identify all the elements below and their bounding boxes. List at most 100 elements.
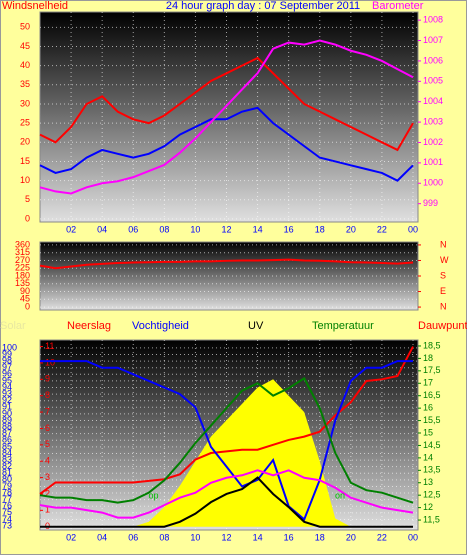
y3-tick-label: 5 xyxy=(45,439,50,449)
y2-tick-label: 1005 xyxy=(423,76,443,86)
y3-tick-label: 10 xyxy=(45,357,55,367)
x-tick-label: 12 xyxy=(221,224,231,234)
annotation: op xyxy=(148,490,158,500)
legend-entry: UV xyxy=(248,320,264,332)
y-tick-label: 76 xyxy=(2,501,12,511)
x-tick-label: 08 xyxy=(159,224,169,234)
x-tick-label: 06 xyxy=(128,532,138,542)
y2-tick-label: 1000 xyxy=(423,178,443,188)
series-line xyxy=(39,106,414,182)
y-tick-label: 98 xyxy=(2,355,12,365)
y2-tick-label: 16 xyxy=(423,403,433,413)
y-tick-label: 94 xyxy=(2,382,12,392)
x-tick-label: 20 xyxy=(346,224,356,234)
y2-tick-label: 14 xyxy=(423,452,433,462)
y-tick-label: 20 xyxy=(20,137,30,147)
y-tick-label: 315 xyxy=(15,247,30,257)
y2-tick-label: 12,5 xyxy=(423,490,441,500)
x-tick-label: 16 xyxy=(284,224,294,234)
y-tick-label: 40 xyxy=(20,60,30,70)
y-tick-label: 88 xyxy=(2,421,12,431)
y2-tick-label: 12 xyxy=(423,502,433,512)
y2-tick-label: 1007 xyxy=(423,35,443,45)
y-tick-label: 0 xyxy=(25,213,30,223)
y3-tick-label: 7 xyxy=(45,406,50,416)
y-tick-label: 100 xyxy=(2,342,17,352)
y-tick-label: 5 xyxy=(25,194,30,204)
y2-tick-label: N xyxy=(440,239,447,249)
y-tick-label: 90 xyxy=(20,286,30,296)
y-tick-label: 85 xyxy=(2,441,12,451)
y-tick-label: 93 xyxy=(2,388,12,398)
y2-tick-label: E xyxy=(440,286,446,296)
series-line xyxy=(40,360,413,522)
y-tick-label: 87 xyxy=(2,428,12,438)
y2-tick-label: 11,5 xyxy=(423,514,440,524)
plot-area xyxy=(39,241,419,311)
series-area xyxy=(40,379,413,527)
y-tick-label: 0 xyxy=(25,301,30,311)
y2-tick-label: 17,5 xyxy=(423,365,441,375)
y2-tick-label: 999 xyxy=(423,198,438,208)
y-tick-label: 99 xyxy=(2,349,12,359)
y3-tick-label: 1 xyxy=(45,505,50,515)
y-axis-label: Windsnelheid xyxy=(2,0,68,12)
x-tick-label: 00 xyxy=(408,532,418,542)
y-tick-label: 78 xyxy=(2,487,12,497)
y-tick-label: 25 xyxy=(20,118,30,128)
x-tick-label: 10 xyxy=(190,224,200,234)
y-tick-label: 89 xyxy=(2,415,12,425)
y2-tick-label: S xyxy=(440,270,446,280)
annotation: on xyxy=(335,490,345,500)
x-tick-label: 02 xyxy=(66,224,76,234)
y2-tick-label: 13 xyxy=(423,477,433,487)
y-tick-label: 82 xyxy=(2,461,12,471)
y-tick-label: 75 xyxy=(2,507,12,517)
x-tick-label: 06 xyxy=(128,224,138,234)
x-tick-label: 14 xyxy=(253,532,263,542)
y2-tick-label: 1006 xyxy=(423,55,443,65)
y2-axis-label: Barometer xyxy=(372,0,424,12)
y-tick-label: 270 xyxy=(15,255,30,265)
x-tick-label: 02 xyxy=(66,532,76,542)
x-tick-label: 18 xyxy=(315,224,325,234)
legend-entry: Neerslag xyxy=(67,320,111,332)
series-line xyxy=(39,258,414,270)
chart-title: 24 hour graph day : 07 September 2011 xyxy=(166,0,360,12)
y2-tick-label: 15 xyxy=(423,427,433,437)
x-tick-label: 22 xyxy=(377,532,387,542)
y3-tick-label: 3 xyxy=(45,472,50,482)
y3-tick-label: 2 xyxy=(45,488,50,498)
y2-tick-label: 1002 xyxy=(423,137,443,147)
x-tick-label: 00 xyxy=(408,224,418,234)
series-line xyxy=(39,56,414,152)
y3-tick-label: 4 xyxy=(45,456,50,466)
y2-tick-label: W xyxy=(440,255,449,265)
y-tick-label: 180 xyxy=(15,270,30,280)
y-tick-label: 91 xyxy=(2,402,12,412)
y2-tick-label: 17 xyxy=(423,378,433,388)
y3-tick-label: 11 xyxy=(45,341,54,351)
x-tick-label: 08 xyxy=(159,532,169,542)
y-tick-label: 74 xyxy=(2,514,12,524)
series-line xyxy=(40,476,413,528)
y2-tick-label: 14,5 xyxy=(423,440,441,450)
y-tick-label: 77 xyxy=(2,494,12,504)
y2-tick-label: 15,5 xyxy=(423,415,441,425)
legend-entry: Vochtigheid xyxy=(132,320,189,332)
y-tick-label: 84 xyxy=(2,448,12,458)
y2-tick-label: 16,5 xyxy=(423,390,441,400)
y-tick-label: 50 xyxy=(20,22,30,32)
y-tick-label: 81 xyxy=(2,468,12,478)
y-tick-label: 80 xyxy=(2,474,12,484)
y2-tick-label: 18 xyxy=(423,353,433,363)
y-tick-label: 45 xyxy=(20,41,30,51)
y-tick-label: 95 xyxy=(2,375,12,385)
y-tick-label: 45 xyxy=(20,294,30,304)
legend-entry: Dauwpunt xyxy=(418,320,467,332)
legend-entry: Solar xyxy=(0,320,26,332)
y2-tick-label: 18,5 xyxy=(423,340,441,350)
x-tick-label: 18 xyxy=(315,532,325,542)
y-tick-label: 73 xyxy=(2,520,12,530)
y-tick-label: 97 xyxy=(2,362,12,372)
